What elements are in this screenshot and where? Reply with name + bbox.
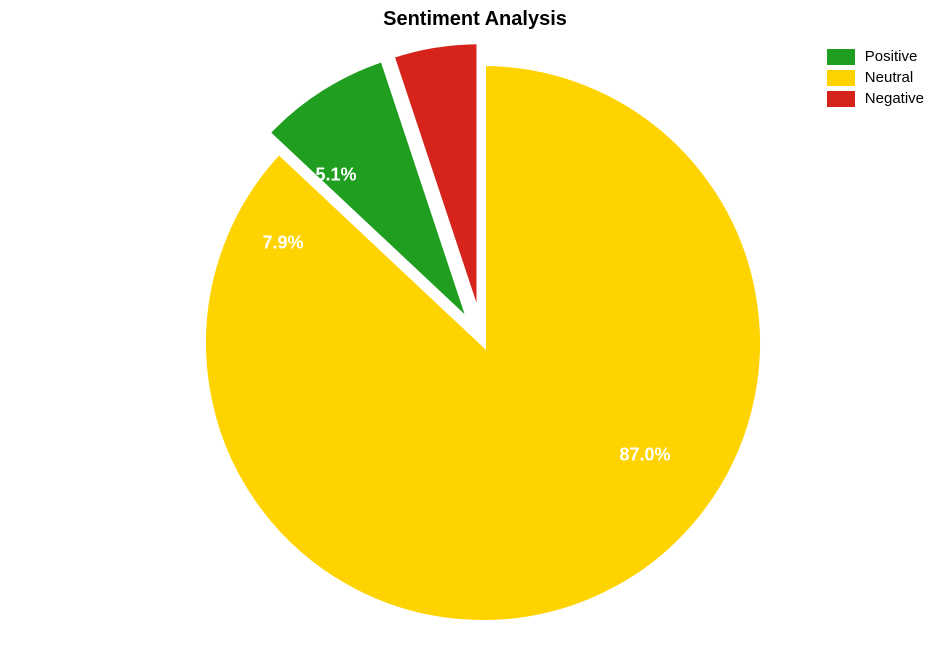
legend-item-negative: Negative: [827, 90, 924, 107]
legend-item-neutral: Neutral: [827, 69, 924, 86]
chart-container: Sentiment Analysis 87.0% 7.9% 5.1% Posit…: [0, 0, 950, 662]
chart-title: Sentiment Analysis: [0, 8, 950, 31]
legend-label-neutral: Neutral: [865, 69, 913, 86]
slice-label-neutral: 87.0%: [619, 445, 670, 466]
legend-label-negative: Negative: [865, 90, 924, 107]
legend-swatch-positive: [827, 49, 855, 65]
slice-label-negative: 5.1%: [315, 165, 356, 186]
legend-label-positive: Positive: [865, 48, 918, 65]
pie-chart: [0, 0, 950, 662]
legend-swatch-negative: [827, 91, 855, 107]
legend: Positive Neutral Negative: [827, 48, 924, 111]
legend-swatch-neutral: [827, 70, 855, 86]
legend-item-positive: Positive: [827, 48, 924, 65]
slice-label-positive: 7.9%: [262, 233, 303, 254]
